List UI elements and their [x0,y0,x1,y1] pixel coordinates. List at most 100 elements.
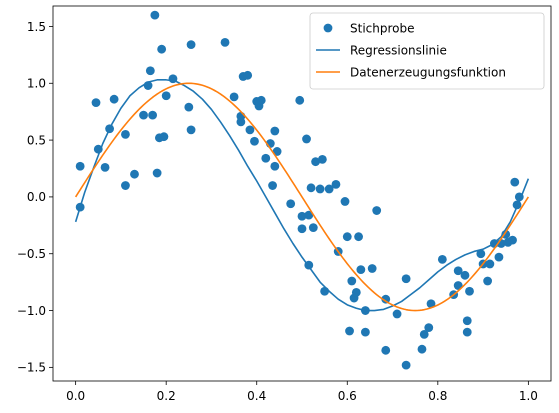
scatter-point [109,94,119,104]
scatter-point [510,177,520,187]
scatter-point [476,249,486,259]
y-tick-label: 1.5 [27,20,46,34]
line-series-regressionslinie [74,79,530,312]
scatter-point [236,111,246,121]
scatter-point [297,211,307,221]
legend-box [309,12,545,90]
scatter-point [302,134,311,144]
scatter-point [356,265,366,275]
scatter-point [243,70,253,80]
scatter-point [340,197,350,206]
scatter-point [342,232,352,242]
scatter-point [250,136,259,146]
scatter-point [324,184,334,194]
x-tick-label: 1.0 [519,389,538,403]
scatter-point [145,66,155,76]
scatter-point [75,161,85,171]
scatter-point [268,181,277,190]
x-tick-label: 0.2 [157,389,176,403]
scatter-point [483,276,493,286]
scatter-point [130,169,139,179]
scatter-point [465,286,474,296]
scatter-point [152,168,162,178]
scatter-point [372,206,382,215]
scatter-point [121,181,130,190]
scatter-point [419,330,429,339]
scatter-point [426,299,436,309]
scatter-point [462,316,472,326]
scatter-point [286,199,296,209]
legend: Stichprobe Regressionslinie Datenerzeugung… [309,12,545,90]
y-tick-label: −0.5 [17,247,46,261]
scatter-point [186,40,196,50]
scatter-point [157,44,167,54]
scatter-point [417,344,427,354]
scatter-point [295,95,305,105]
scatter-point [270,161,280,171]
scatter-point [311,157,320,167]
scatter-point [453,266,463,276]
x-tick-label: 0.6 [338,389,357,403]
scatter-point [351,287,361,297]
scatter-point [220,37,230,47]
scatter-point [392,309,402,319]
scatter-point [401,360,411,370]
scatter-point [161,91,171,101]
y-tick-label: −1.5 [17,361,46,375]
scatter-series-stichprobe [75,10,524,370]
scatter-point [148,110,158,120]
axes-frame [52,5,552,382]
scatter-point [315,184,325,194]
legend-label-datenerzeugungsfunktion: Datenerzeugungsfunktion [350,65,506,79]
scatter-point [360,327,370,337]
scatter-point [462,327,472,337]
scatter-point [320,286,330,296]
scatter-point [424,323,434,332]
line-series-datenerzeugungsfunktion [74,82,530,312]
y-tick-label: −1.0 [17,304,46,318]
x-tick-label: 0.8 [428,389,447,403]
scatter-point [345,326,354,336]
scatter-point [297,224,307,234]
x-tick-label: 0.4 [247,389,266,403]
scatter-point [139,110,148,120]
scatter-point [150,10,160,20]
x-tick-label: 0.0 [66,389,85,403]
scatter-point [91,98,101,107]
legend-label-stichprobe: Stichprobe [350,21,415,35]
scatter-point [308,223,318,232]
scatter-point [485,259,495,269]
scatter-point [245,125,255,135]
y-tick-label: 0.5 [27,133,46,147]
scatter-point [508,235,517,245]
legend-label-regressionslinie: Regressionslinie [350,43,447,57]
scatter-point [381,294,391,304]
scatter-point [437,255,447,264]
scatter-point [460,270,470,280]
y-tick-label: 0.0 [27,190,46,204]
scatter-point [270,126,280,136]
scatter-point [347,276,357,286]
plot-area [74,10,530,370]
scatter-point [184,102,194,112]
legend-marker-stichprobe [323,23,333,33]
scatter-point [494,252,504,262]
scatter-point [272,147,282,156]
scatter-point [186,125,196,135]
scatter-point [367,264,377,273]
y-tick-label: 1.0 [27,77,46,91]
scatter-point [306,183,316,193]
scatter-point [381,345,391,355]
x-axis: 0.0 0.2 0.4 0.6 0.8 1.0 [66,381,538,403]
scatter-point [261,153,271,163]
scatter-point [453,281,463,290]
scatter-point [331,180,341,189]
scatter-point [100,162,110,172]
scatter-point [401,274,411,284]
scatter-point [159,132,169,142]
scatter-point [256,95,266,105]
scatter-point [304,210,314,220]
y-axis: −1.5 −1.0 −0.5 0.0 0.5 1.0 1.5 [17,20,53,375]
scatter-point [229,92,239,102]
